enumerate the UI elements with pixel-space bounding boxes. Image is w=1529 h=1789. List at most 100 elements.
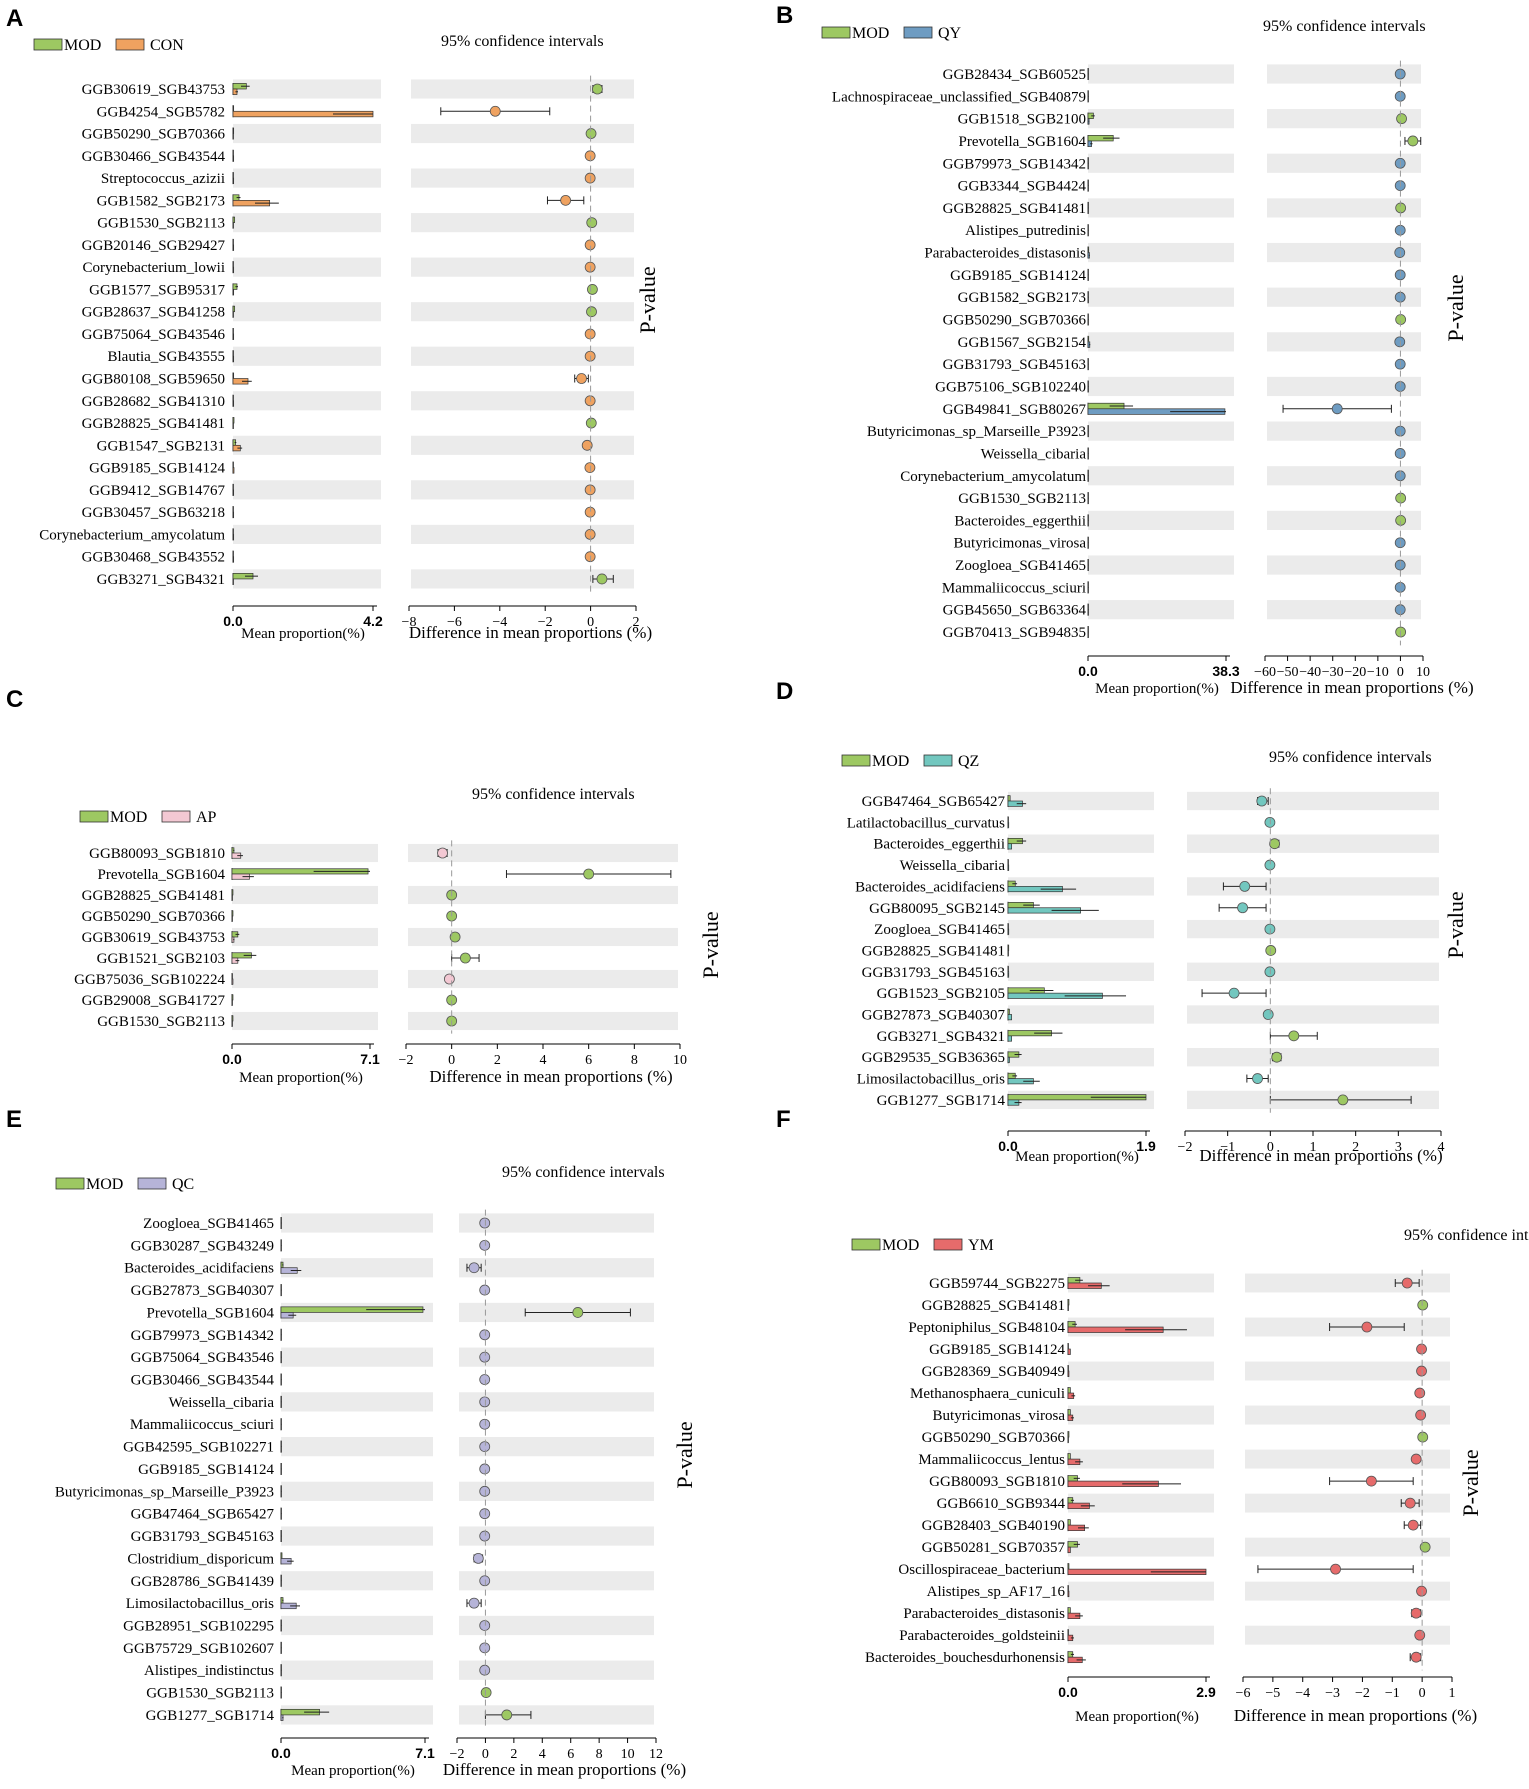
- species-row: GGB50290_SGB70366: [943, 313, 1407, 329]
- species-label: GGB1530_SGB2113: [97, 1014, 225, 1030]
- row-stripe-right: [459, 1258, 654, 1278]
- legend-label-other: YM: [968, 1237, 994, 1254]
- bar-mod: [232, 483, 234, 491]
- bar-mod: [1087, 179, 1089, 186]
- diff-point: [1401, 1277, 1413, 1289]
- row-stripe-left: [233, 302, 381, 322]
- diff-point: [1271, 1051, 1283, 1063]
- diff-point: [584, 462, 596, 473]
- panel-b: B MOD QY 95% confidence intervals P-value GGB…: [776, 2, 1474, 697]
- diff-tick-label: −1: [1220, 1140, 1235, 1155]
- bar-mod: [280, 1530, 282, 1537]
- bar-mod: [231, 1015, 234, 1022]
- bar-other: [1007, 843, 1012, 850]
- bar-mod: [1087, 68, 1089, 75]
- species-row: GGB49841_SGB80267: [943, 402, 1392, 418]
- bar-mod: [1067, 1629, 1069, 1636]
- species-label: GGB75729_SGB102607: [123, 1641, 274, 1657]
- row-stripe-right: [1245, 1537, 1450, 1557]
- species-label: GGB47464_SGB65427: [131, 1507, 275, 1523]
- bar-other: [232, 556, 235, 563]
- bar-mod: [1087, 358, 1089, 365]
- bar-other: [1067, 1546, 1071, 1553]
- species-label: GGB1521_SGB2103: [97, 951, 225, 967]
- species-row: Zoogloea_SGB41465: [955, 555, 1421, 575]
- row-stripe-left: [1008, 919, 1154, 939]
- diff-point: [443, 973, 455, 985]
- species-label: GGB28825_SGB41481: [943, 201, 1086, 217]
- species-label: GGB47464_SGB65427: [862, 794, 1006, 810]
- panel-letter: A: [6, 5, 23, 32]
- species-row: GGB80093_SGB1810: [929, 1474, 1414, 1490]
- species-row: GGB59744_SGB2275: [929, 1273, 1450, 1293]
- species-row: GGB31793_SGB45163: [131, 1526, 654, 1546]
- species-label: Mammaliicoccus_lentus: [918, 1452, 1065, 1468]
- bar-other: [231, 1020, 233, 1027]
- diff-point: [576, 373, 587, 384]
- mean-tick-label: 7.1: [415, 1745, 435, 1761]
- row-stripe-right: [1267, 198, 1421, 218]
- row-stripe-left: [1068, 1273, 1214, 1293]
- diff-point: [479, 1329, 491, 1341]
- species-label: GGB6610_SGB9344: [937, 1496, 1066, 1512]
- species-label: Corynebacterium_lowii: [83, 260, 225, 276]
- bar-other: [232, 311, 234, 318]
- bar-other: [232, 266, 235, 274]
- species-row: Peptoniphilus_SGB48104: [908, 1317, 1450, 1337]
- species-row: Streptococcus_azizii: [101, 168, 634, 188]
- bar-mod: [280, 1507, 282, 1515]
- row-stripe-left: [281, 1392, 433, 1412]
- mean-tick-label: 4.2: [363, 613, 383, 629]
- species-label: GGB28369_SGB40949: [922, 1364, 1065, 1380]
- bar-mod: [232, 372, 235, 379]
- diff-point: [1416, 1585, 1427, 1597]
- row-stripe-right: [1267, 287, 1421, 307]
- bar-other: [1007, 1056, 1010, 1063]
- species-label: GGB9185_SGB14124: [138, 1462, 274, 1478]
- legend-swatch-other: [923, 754, 953, 767]
- diff-tick-label: 4: [539, 1747, 546, 1762]
- species-label: GGB30468_SGB43552: [82, 550, 225, 566]
- diff-point: [1414, 1387, 1426, 1399]
- row-stripe-left: [1088, 109, 1234, 129]
- species-row: GGB30287_SGB43249: [131, 1238, 491, 1254]
- diff-point: [1361, 1321, 1373, 1333]
- species-row: GGB28682_SGB41310: [82, 391, 634, 411]
- species-row: GGB47464_SGB65427: [131, 1507, 491, 1523]
- species-row: Bacteroides_acidifaciens: [855, 877, 1439, 896]
- legend-swatch-mod: [851, 1238, 881, 1251]
- species-row: Mammaliicoccus_sciuri: [942, 580, 1406, 596]
- diff-axis-label: Difference in mean proportions (%): [1199, 1146, 1442, 1165]
- row-stripe-left: [232, 927, 378, 947]
- species-label: GGB29535_SGB36365: [862, 1050, 1005, 1066]
- species-row: GGB1277_SGB1714: [146, 1705, 654, 1725]
- species-label: Corynebacterium_amycolatum: [900, 469, 1086, 485]
- panel-f: F MOD YM 95% confidence intervals P-value GGB…: [776, 1106, 1529, 1725]
- diff-point: [1415, 1409, 1427, 1421]
- diff-point: [479, 1284, 491, 1296]
- ci-title: 95% confidence intervals: [1263, 18, 1426, 35]
- row-stripe-left: [1068, 1537, 1214, 1557]
- diff-point: [1256, 795, 1268, 807]
- species-label: Weissella_cibaria: [900, 858, 1006, 874]
- legend-label-mod: MOD: [852, 25, 889, 42]
- diff-tick-label: 1: [1310, 1140, 1317, 1155]
- legend-label-other: CON: [150, 37, 184, 54]
- row-stripe-right: [1245, 1625, 1450, 1645]
- diff-tick-label: −6: [1236, 1686, 1251, 1701]
- diff-point: [1407, 135, 1419, 147]
- bar-other: [232, 467, 235, 474]
- species-label: Prevotella_SGB1604: [98, 867, 226, 883]
- diff-axis-label: Difference in mean proportions (%): [1234, 1706, 1477, 1725]
- species-row: Mammaliicoccus_sciuri: [130, 1417, 491, 1433]
- species-row: Alistipes_indistinctus: [144, 1660, 654, 1680]
- mean-tick-label: 38.3: [1212, 663, 1239, 679]
- diff-tick-label: −1: [1385, 1686, 1400, 1701]
- row-stripe-right: [1267, 109, 1421, 129]
- legend: MOD AP: [79, 809, 217, 826]
- diff-point: [581, 439, 593, 451]
- row-stripe-left: [281, 1481, 433, 1501]
- species-label: GGB80093_SGB1810: [89, 846, 225, 862]
- row-stripe-right: [411, 79, 634, 99]
